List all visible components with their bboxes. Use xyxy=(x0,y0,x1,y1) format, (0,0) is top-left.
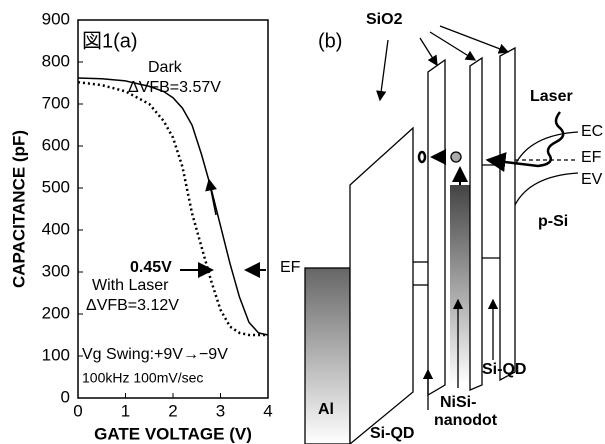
chart-a: 図1(a) CAPACITANCE (pF) GATE VOLTAGE (V) … xyxy=(9,9,272,443)
oxide xyxy=(427,58,446,397)
diagram-b: (b) SiO2 Laser EC EF EV p-Si xyxy=(280,11,603,444)
y-tick-label: 800 xyxy=(42,51,70,70)
x-axis-label: GATE VOLTAGE (V) xyxy=(94,424,252,443)
y-tick-label: 100 xyxy=(42,345,70,364)
y-tick-label: 300 xyxy=(42,261,70,280)
plot-frame xyxy=(77,19,269,399)
oxide-label: SiO2 xyxy=(366,11,403,28)
qd-label: Si-QD xyxy=(370,425,414,442)
metal-label: Al xyxy=(318,401,334,418)
annotation: 0.45V xyxy=(130,259,172,276)
band-label: EV xyxy=(581,171,603,188)
chart-title: 図1(a) xyxy=(82,30,138,52)
pointer xyxy=(429,31,477,61)
electron xyxy=(417,150,427,164)
series-label: Dark xyxy=(148,59,183,76)
annotation: ΔVFB=3.12V xyxy=(86,297,179,314)
y-tick-label: 400 xyxy=(42,219,70,238)
nanodot-label: NiSi- xyxy=(440,394,476,411)
series-line xyxy=(77,77,269,336)
y-tick-label: 700 xyxy=(42,93,70,112)
nanodot-label: nanodot xyxy=(434,412,498,429)
laser-beam xyxy=(485,111,565,173)
substrate-label: p-Si xyxy=(538,213,568,230)
annotation: 100kHz 100mV/sec xyxy=(82,370,203,386)
nisi-dot xyxy=(450,185,470,385)
y-tick-label: 900 xyxy=(42,9,70,28)
electron xyxy=(450,151,462,163)
x-tick-label: 4 xyxy=(263,401,272,420)
annotation: Vg Swing:+9V→−9V xyxy=(82,346,228,363)
panel-label: (b) xyxy=(318,30,342,52)
y-tick-label: 0 xyxy=(61,387,70,406)
y-tick-label: 200 xyxy=(42,303,70,322)
series-label: With Laser xyxy=(92,277,169,294)
pointer xyxy=(419,37,438,67)
fermi-label: EF xyxy=(280,259,301,276)
band-label: EC xyxy=(581,123,603,140)
oxide xyxy=(349,126,414,444)
annotation: ΔVFB=3.57V xyxy=(128,79,221,96)
x-tick-label: 0 xyxy=(73,401,82,420)
valence-band xyxy=(514,172,579,206)
y-tick-label: 600 xyxy=(42,135,70,154)
pointer xyxy=(439,25,510,54)
y-tick-label: 500 xyxy=(42,177,70,196)
qd-label: Si-QD xyxy=(482,361,526,378)
x-tick-label: 2 xyxy=(168,401,177,420)
x-tick-label: 1 xyxy=(121,401,130,420)
x-tick-label: 3 xyxy=(216,401,225,420)
y-axis-label: CAPACITANCE (pF) xyxy=(9,130,28,288)
oxide xyxy=(499,46,516,382)
pointer xyxy=(376,39,389,102)
band-label: EF xyxy=(581,149,602,166)
series-line xyxy=(77,80,268,337)
laser-label: Laser xyxy=(530,88,573,105)
oxide xyxy=(469,56,483,391)
